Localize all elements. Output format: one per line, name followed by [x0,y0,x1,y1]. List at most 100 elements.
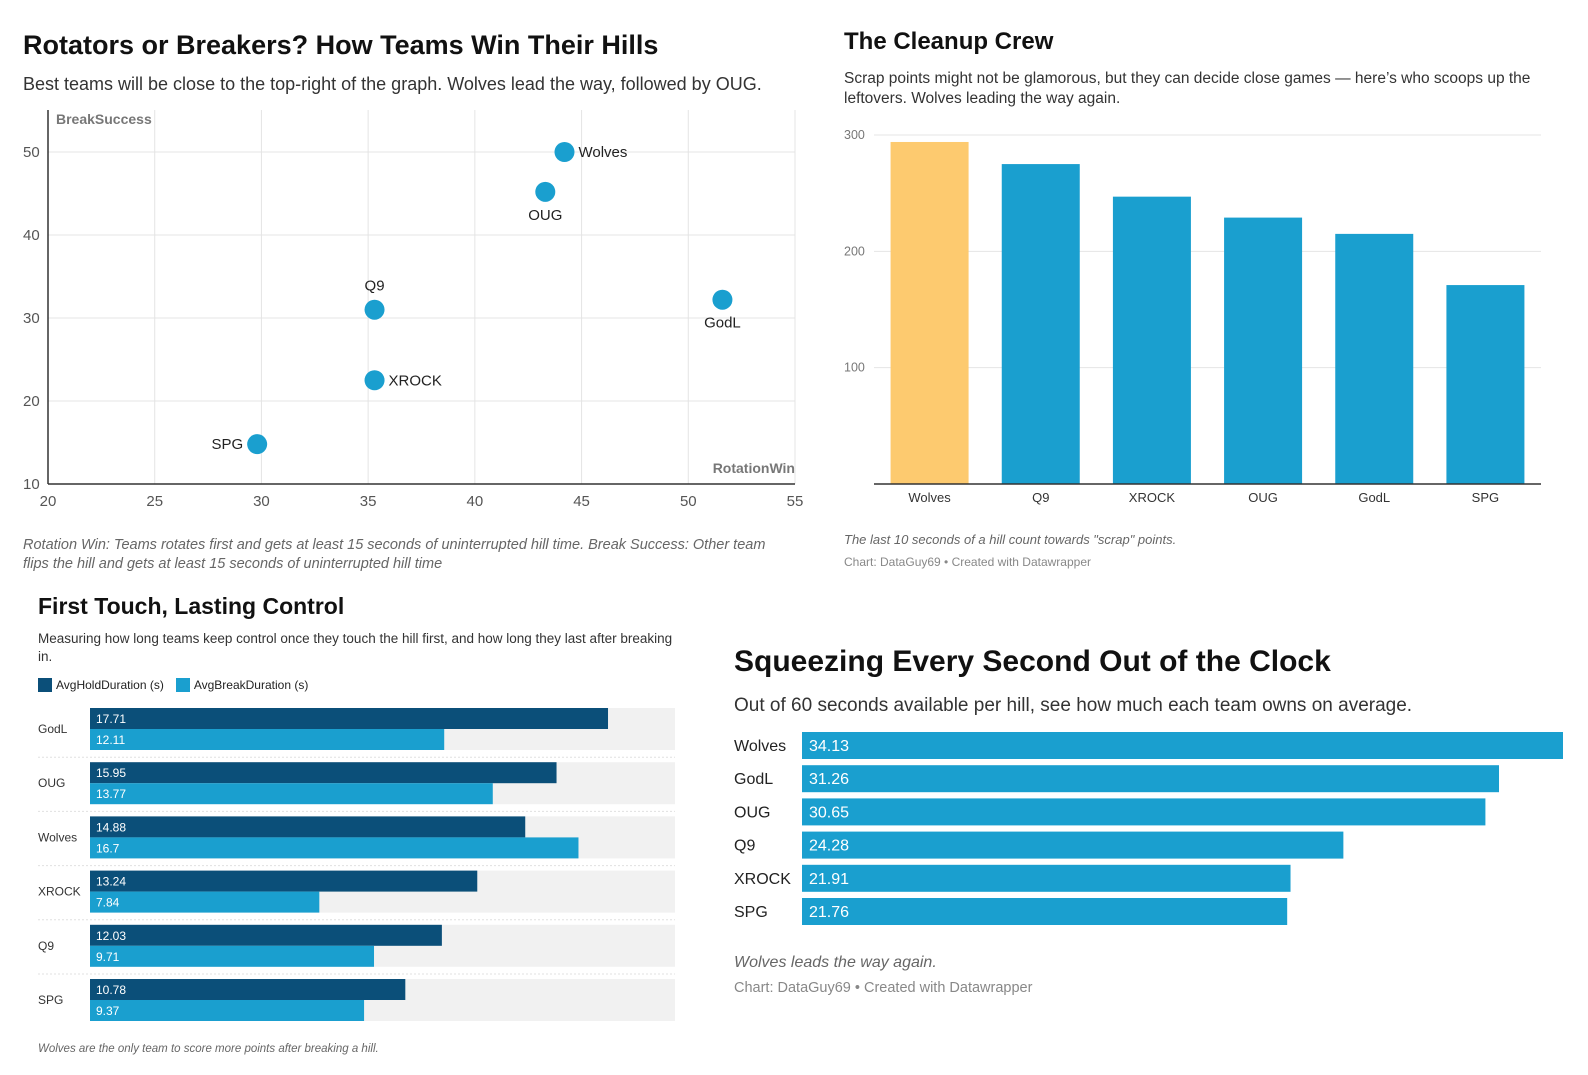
category-label: Q9 [38,939,54,953]
bar-value-label: 12.11 [96,733,125,747]
hold-bar [90,762,557,784]
y-tick-label: 30 [23,310,40,327]
y-tick-label: 20 [23,393,40,410]
column-bar [1001,164,1080,485]
break-bar [90,729,445,750]
bar-value-label: 16.7 [96,841,120,855]
x-tick-label: XROCK [1129,490,1176,505]
column-chart: 100 200 300 Wolves Q9 XROCK OUG GodL SPG [844,128,1541,505]
x-tick-label: 55 [787,493,804,510]
bar-value-label: 14.88 [96,820,126,834]
y-axis-title: BreakSuccess [56,111,152,127]
scatter-point [535,181,556,202]
column-subtitle: Scrap points might not be glamorous, but… [844,70,1531,107]
scatter-point [712,289,733,310]
legend-swatch-hold [38,678,52,692]
column-credit: Chart: DataGuy69 • Created with Datawrap… [844,555,1091,569]
bar-value-label: 10.78 [96,983,126,997]
hbar-bar [802,898,1288,925]
break-bar [90,837,579,859]
scatter-point [247,434,268,455]
hold-bar [90,979,406,1000]
category-label: GodL [734,771,773,788]
grouped-chart: GodL 17.71 12.11 OUG 15.95 13.77 Wolves 14.88 16… [38,708,675,1021]
break-bar [90,783,493,805]
legend-label-break: AvgBreakDuration (s) [193,678,309,692]
legend-swatch-break [175,678,190,692]
bar-value-label: 15.95 [96,766,126,780]
bar-value-label: 17.71 [96,712,126,726]
bar-value-label: 9.71 [96,950,120,964]
column-title: The Cleanup Crew [844,28,1054,55]
x-tick-label: 30 [253,493,270,510]
x-tick-label: 45 [573,493,590,510]
bar-value-label: 34.13 [809,738,849,755]
y-tick-label: 50 [23,144,40,161]
column-bar [1335,233,1414,484]
hbar-chart: Wolves 34.13 GodL 31.26 OUG 30.65 Q9 24.28 XROCK… [734,732,1563,925]
x-tick-label: 25 [146,493,163,510]
bar-value-label: 13.77 [96,787,126,801]
category-label: Wolves [38,830,77,844]
y-tick-label: 40 [23,227,40,244]
hold-bar [90,870,478,892]
scatter-point [554,142,575,162]
hbar-credit: Chart: DataGuy69 • Created with Datawrap… [734,980,1033,996]
y-tick-label: 10 [23,476,40,493]
grouped-legend: AvgHoldDuration (s) AvgBreakDuration (s) [38,678,308,692]
hbar-title: Squeezing Every Second Out of the Clock [734,645,1331,678]
x-tick-label: 40 [467,493,484,510]
grouped-note: Wolves are the only team to score more p… [38,1043,379,1055]
scatter-point [364,299,385,320]
y-tick-label: 100 [844,361,865,375]
hold-bar [90,924,442,946]
bar-value-label: 12.03 [96,929,126,943]
hbar-bar [802,798,1486,826]
break-bar [90,945,375,967]
hold-bar [90,708,609,729]
y-tick-label: 300 [844,128,865,142]
column-bar [1224,217,1303,484]
column-bar [890,141,969,485]
grouped-panel: First Touch, Lasting Control Measuring h… [0,585,700,1075]
legend-label-hold: AvgHoldDuration (s) [56,678,164,692]
hbar-subtitle: Out of 60 seconds available per hill, se… [734,695,1413,716]
scatter-title: Rotators or Breakers? How Teams Win Thei… [23,30,659,60]
hold-bar [90,816,526,838]
column-panel: The Cleanup Crew Scrap points might not … [830,0,1588,585]
x-tick-label: 50 [680,493,697,510]
x-tick-label: 35 [360,493,377,510]
category-label: OUG [38,776,65,790]
column-bar [1446,285,1525,484]
hbar-bar [802,831,1344,859]
column-bar [1112,196,1191,484]
hbar-bar [802,864,1291,892]
y-tick-label: 200 [844,244,865,258]
category-label: SPG [734,904,768,921]
grouped-subtitle: Measuring how long teams keep control on… [38,631,673,664]
hbar-bar [802,765,1500,793]
scatter-point-label: OUG [528,207,562,224]
bar-value-label: 21.76 [809,904,849,921]
scatter-point-label: Q9 [365,278,385,295]
x-tick-label: OUG [1248,490,1278,505]
scatter-point-label: Wolves [578,144,627,161]
scatter-subtitle: Best teams will be close to the top-righ… [23,74,762,94]
scatter-point-label: XROCK [389,372,442,389]
scatter-point-label: SPG [211,436,243,453]
bar-value-label: 30.65 [809,804,849,821]
break-bar [90,1000,365,1021]
bar-value-label: 21.91 [809,871,849,888]
break-bar [90,891,320,913]
x-axis-title: RotationWin [713,460,795,476]
legend-item-break: AvgBreakDuration (s) [175,678,309,692]
bar-value-label: 13.24 [96,875,126,889]
bar-value-label: 31.26 [809,771,849,788]
x-tick-label: GodL [1358,490,1390,505]
hbar-panel: Squeezing Every Second Out of the Clock … [720,585,1588,1075]
grouped-title: First Touch, Lasting Control [38,593,345,619]
x-tick-label: 20 [40,493,57,510]
scatter-point-label: GodL [704,315,741,332]
x-tick-label: Q9 [1032,490,1049,505]
x-tick-label: SPG [1472,490,1499,505]
